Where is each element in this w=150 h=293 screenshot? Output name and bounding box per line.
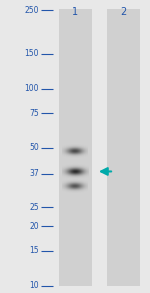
Text: 37: 37	[29, 169, 39, 178]
Bar	[106, 9, 140, 286]
Text: 2: 2	[120, 7, 126, 17]
Text: 250: 250	[24, 6, 39, 15]
Text: 25: 25	[29, 203, 39, 212]
Text: 20: 20	[29, 222, 39, 231]
Text: 150: 150	[24, 50, 39, 59]
Text: 50: 50	[29, 144, 39, 152]
Text: 100: 100	[24, 84, 39, 93]
Text: 15: 15	[29, 246, 39, 255]
Bar	[58, 9, 92, 286]
Text: 75: 75	[29, 109, 39, 118]
Text: 1: 1	[72, 7, 78, 17]
Text: 10: 10	[29, 281, 39, 290]
